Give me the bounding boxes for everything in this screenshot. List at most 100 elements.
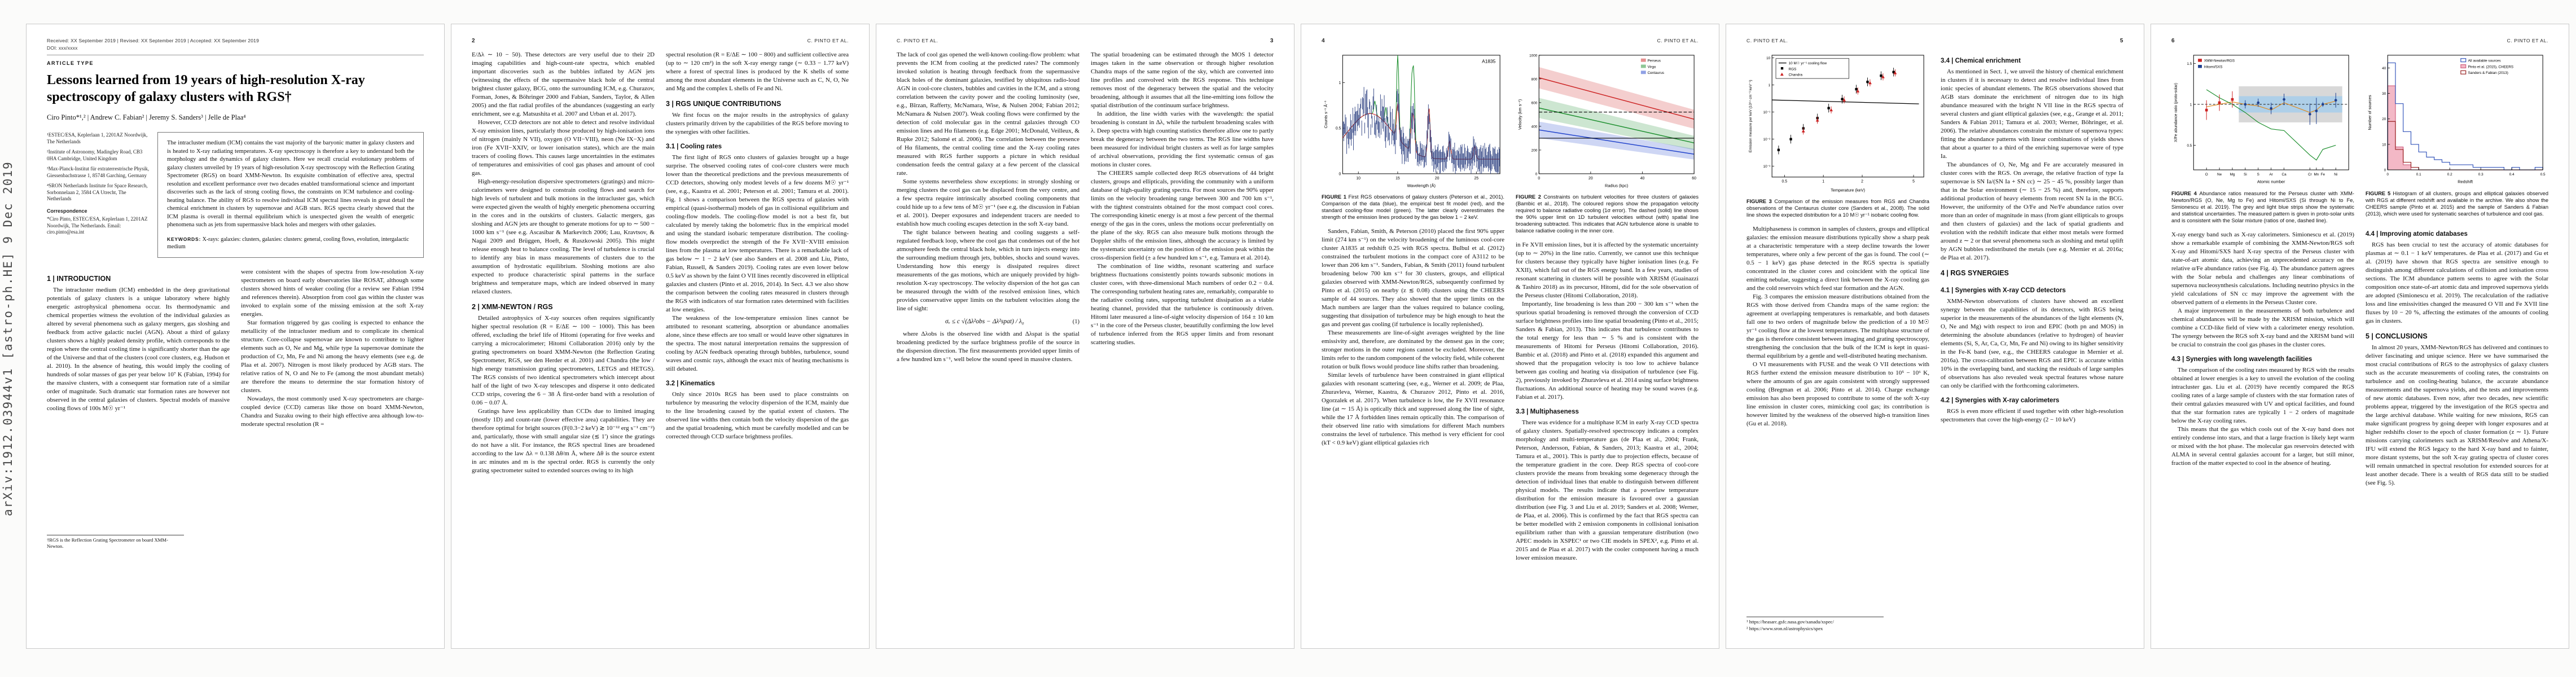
svg-text:0: 0 <box>2387 173 2389 177</box>
equation: σᵥ ≤ c √(Δλ²obs − Δλ²spat) / λ₀ (1) <box>945 318 1079 325</box>
keywords-text: X-rays: galaxies: clusters, galaxies: cl… <box>167 236 409 250</box>
fig3-caption: FIGURE 3 Comparison of the emission meas… <box>1746 199 1929 218</box>
paragraph: in Fe XVII emission lines, but it is aff… <box>1516 241 1699 300</box>
text-column: 0.5 1 2 5 10⁻³ 10⁻² 10⁻¹ 1 10 10 M☉ yr⁻¹ cooling … <box>1746 51 1929 632</box>
fig5-plot: 0 0.1 0.2 0.3 0.4 0.5 0 10 20 30 40 All available s… <box>2366 51 2548 187</box>
fig1-plot: 10 15 20 25 0 0.5 1 Wavelength (Å) Counts s⁻¹ Å⁻… <box>1322 51 1504 190</box>
svg-text:30: 30 <box>2382 92 2386 96</box>
page-number: 6 <box>2171 38 2175 44</box>
svg-text:40: 40 <box>1640 177 1645 181</box>
svg-text:0.5: 0.5 <box>1336 127 1341 131</box>
svg-text:5: 5 <box>1912 180 1915 184</box>
fig2-plot: 0 20 40 60 0 200 400 600 800 1000 Perseus Virgo Cent… <box>1516 51 1699 190</box>
pages-row: Received: XX September 2019 | Revised: X… <box>26 24 2569 649</box>
text-column: The spatial broadening can be estimated … <box>1091 51 1274 632</box>
svg-text:25: 25 <box>1474 177 1478 181</box>
paragraph: spectral resolution (R = E/ΔE ∼ 100 − 80… <box>666 51 849 92</box>
abstract-row: ¹ESTEC/ESA, Keplerlaan 1, 2201AZ Noordwi… <box>47 132 424 258</box>
paragraph: were consistent with the shapes of spect… <box>241 268 424 318</box>
page-header: 2 C. PINTO ET AL. <box>472 38 849 44</box>
two-column-text: E/Δλ ∼ 10 − 50). These detectors are ver… <box>472 51 849 632</box>
page-header: C. PINTO ET AL. 5 <box>1746 38 2123 44</box>
svg-text:600: 600 <box>1531 101 1538 105</box>
text-column: O Ne Mg Si S Ar Ca Cr Mn Fe Ni 0.5 1 1.5 XMM-Newton/RG… <box>2171 51 2354 632</box>
svg-text:Number of sources: Number of sources <box>2367 95 2372 130</box>
paragraph: A major improvement in the measurements … <box>2171 307 2354 348</box>
svg-text:10⁻²: 10⁻² <box>1763 138 1771 142</box>
section-heading: 3.3 | Multiphaseness <box>1516 408 1579 416</box>
text-column: The lack of cool gas opened the well-kno… <box>897 51 1079 632</box>
svg-text:Velocity (km s⁻¹): Velocity (km s⁻¹) <box>1517 99 1522 130</box>
two-column-text: The lack of cool gas opened the well-kno… <box>897 51 1274 632</box>
text-column: 0 20 40 60 0 200 400 600 800 1000 Perseus Virgo Cent… <box>1516 51 1699 632</box>
svg-text:Fe: Fe <box>2321 173 2325 177</box>
fig1-spectrum-chart: 10 15 20 25 0 0.5 1 Wavelength (Å) Counts s⁻¹ Å⁻… <box>1322 51 1504 221</box>
received-line: Received: XX September 2019 | Revised: X… <box>47 38 259 43</box>
page-3: C. PINTO ET AL. 3 The lack of cool gas ope… <box>876 24 1294 649</box>
affiliation: ²Institute of Astronomy, Madingley Road,… <box>47 149 143 161</box>
svg-text:0.5: 0.5 <box>1782 180 1788 184</box>
paragraph: We first focus on the major results in t… <box>666 112 849 135</box>
svg-text:1: 1 <box>2190 103 2192 107</box>
svg-text:O: O <box>2205 173 2208 177</box>
text-column: were consistent with the shapes of spect… <box>241 268 424 550</box>
paragraph: The weakness of the low-temperature emis… <box>666 315 849 372</box>
paragraph: Importantly, line broadening is less tha… <box>1516 301 1699 401</box>
fig4-abundance-chart: O Ne Mg Si S Ar Ca Cr Mn Fe Ni 0.5 1 1.5 XMM-Newton/RG… <box>2171 51 2354 224</box>
svg-text:Virgo: Virgo <box>1648 65 1656 69</box>
correspondence-text: *Ciro Pinto, ESTEC/ESA, Keplerlaan 1, 22… <box>47 216 148 235</box>
fig2-band-chart: 0 20 40 60 0 200 400 600 800 1000 Perseus Virgo Cent… <box>1516 51 1699 234</box>
fig4-caption: FIGURE 4 Abundance ratios measured for t… <box>2171 190 2354 223</box>
text-column: 3.4 | Chemical enrichment As mentioned in… <box>1941 51 2123 632</box>
footnote: ¹ https://heasarc.gsfc.nasa.gov/xanadu/x… <box>1746 617 1884 632</box>
paragraph: Star formation triggered by gas cooling … <box>241 319 424 394</box>
keywords-block: KEYWORDS: X-rays: galaxies: clusters, ga… <box>167 236 414 250</box>
svg-text:A1835: A1835 <box>1482 59 1495 64</box>
paragraph: The combination of line widths, resonant… <box>1091 263 1274 346</box>
paragraph: The intracluster medium (ICM) embedded i… <box>47 286 230 412</box>
svg-text:Cr: Cr <box>2308 173 2312 177</box>
paragraph: X-ray energy band such as X-ray calorime… <box>2171 231 2354 306</box>
paragraph: However, CCD detectors are not able to d… <box>472 119 655 177</box>
paragraph: The tight balance between heating and co… <box>897 229 1079 312</box>
svg-text:40: 40 <box>2382 67 2386 71</box>
correspondence-label: Correspondence <box>47 208 87 214</box>
fig5-caption: FIGURE 5 Histogram of all clusters, grou… <box>2366 190 2548 217</box>
fig3-scatter-chart: 0.5 1 2 5 10⁻³ 10⁻² 10⁻¹ 1 10 10 M☉ yr⁻¹ cooling … <box>1746 51 1929 218</box>
section-heading: 3 | RGS UNIQUE CONTRIBUTIONS <box>666 100 782 108</box>
page-number: 3 <box>1270 38 1274 44</box>
page-5: C. PINTO ET AL. 5 0.5 1 2 5 10⁻³ 10⁻² 10⁻¹ 1 10 10 … <box>1726 24 2144 649</box>
paragraph: Detailed astrophysics of X-ray sources o… <box>472 315 655 406</box>
svg-text:Ne: Ne <box>2217 173 2222 177</box>
paragraph: In addition, the line width varies with … <box>1091 111 1274 168</box>
svg-text:10⁻¹: 10⁻¹ <box>1763 111 1771 115</box>
svg-text:Radius (kpc): Radius (kpc) <box>1605 183 1628 188</box>
svg-text:10: 10 <box>2382 143 2386 147</box>
paragraph: High-energy-resolution dispersive spectr… <box>472 178 655 295</box>
svg-text:200: 200 <box>1531 148 1538 152</box>
section-heading: 4.1 | Synergies with X-ray CCD detectors <box>1941 287 2066 294</box>
text-column: spectral resolution (R = E/ΔE ∼ 100 − 80… <box>666 51 849 632</box>
svg-text:Centaurus: Centaurus <box>1648 71 1664 75</box>
paragraph: In almost 20 years, XMM-Newton/RGS has d… <box>2366 344 2548 486</box>
paragraph: Gratings have less applicability than CC… <box>472 408 655 474</box>
page-2: 2 C. PINTO ET AL. E/Δλ ∼ 10 − 50). These d… <box>451 24 870 649</box>
paragraph: RGS is even more efficient if used toget… <box>1941 408 2123 423</box>
section-heading: 5 | CONCLUSIONS <box>2366 332 2428 340</box>
footnote: †RGS is the Reflection Grating Spectrome… <box>47 534 184 550</box>
svg-text:S: S <box>2257 173 2259 177</box>
svg-text:Ar: Ar <box>2270 173 2274 177</box>
svg-text:400: 400 <box>1531 125 1538 129</box>
paragraph: Similar levels of turbulence have been c… <box>1322 372 1504 447</box>
svg-text:Mg: Mg <box>2230 173 2235 177</box>
two-column-text: 0.5 1 2 5 10⁻³ 10⁻² 10⁻¹ 1 10 10 M☉ yr⁻¹ cooling … <box>1746 51 2123 632</box>
section-heading: 3.1 | Cooling rates <box>666 143 722 150</box>
svg-text:15: 15 <box>1395 177 1400 181</box>
paragraph: O VI measurements with FUSE and the weak… <box>1746 361 1929 428</box>
section-heading: 4.2 | Synergies with X-ray calorimeters <box>1941 397 2060 404</box>
text-column: 1 | INTRODUCTION The intracluster medium … <box>47 268 230 550</box>
affiliation: ¹ESTEC/ESA, Keplerlaan 1, 2201AZ Noordwi… <box>47 132 148 144</box>
svg-text:2: 2 <box>1861 180 1863 184</box>
text-column: 10 15 20 25 0 0.5 1 Wavelength (Å) Counts s⁻¹ Å⁻… <box>1322 51 1504 632</box>
